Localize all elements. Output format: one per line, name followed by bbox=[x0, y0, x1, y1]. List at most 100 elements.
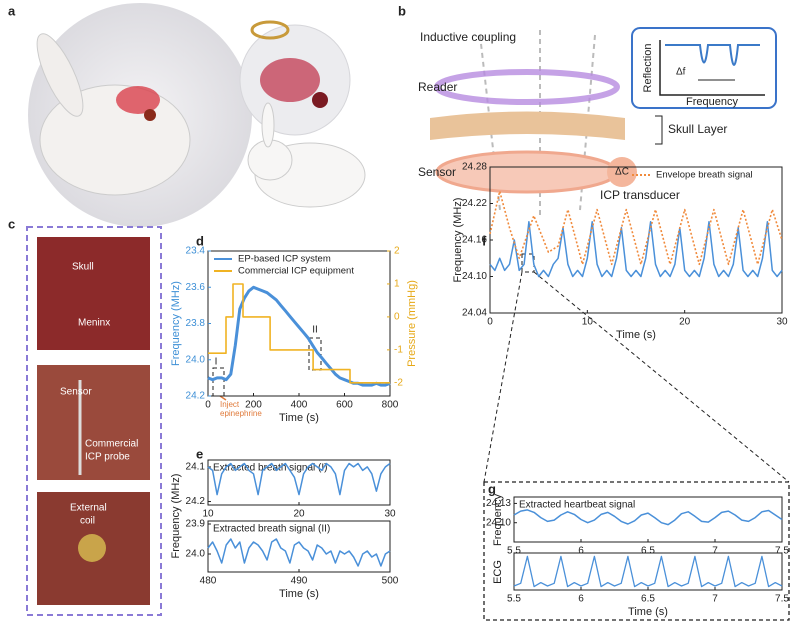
x-axis-label: Time (s) bbox=[279, 412, 319, 424]
y-tick-label: 24.13 bbox=[486, 498, 511, 509]
c-label: ICP probe bbox=[85, 452, 130, 463]
panel-label: d bbox=[196, 233, 204, 248]
x-tick-label: 30 bbox=[776, 317, 788, 328]
y-tick-label: 24.04 bbox=[462, 308, 487, 319]
series-line bbox=[513, 555, 783, 588]
y-tick-label: 24.22 bbox=[462, 198, 487, 209]
x-tick-label: 10 bbox=[582, 317, 594, 328]
c-label: Sensor bbox=[60, 387, 92, 398]
inject-label: epinephrine bbox=[220, 409, 262, 418]
c-label: Commercial bbox=[85, 439, 138, 450]
plot-title: Extracted breath signal (I) bbox=[213, 463, 328, 474]
y-tick-label: 24.16 bbox=[462, 235, 487, 246]
x-tick-label: 7.5 bbox=[775, 546, 789, 557]
c-label: Skull bbox=[72, 262, 94, 273]
y-tick-label: 23.6 bbox=[186, 282, 206, 293]
y-tick-label: 24.28 bbox=[462, 162, 487, 173]
b-label: Sensor bbox=[418, 165, 456, 179]
illustration-b bbox=[430, 27, 777, 215]
y-tick-label: 1 bbox=[394, 279, 400, 290]
x-tick-label: 490 bbox=[291, 576, 308, 587]
x-tick-label: 6.5 bbox=[641, 594, 655, 605]
panel-label: g bbox=[488, 481, 496, 496]
b-label: Δf bbox=[676, 67, 686, 78]
plot-frame bbox=[513, 552, 783, 591]
b-label: Inductive coupling bbox=[420, 30, 516, 44]
x-tick-label: 7 bbox=[712, 546, 718, 557]
annotation: II bbox=[312, 325, 318, 336]
x-tick-label: 480 bbox=[200, 576, 217, 587]
photos-c bbox=[26, 226, 162, 616]
series-line bbox=[489, 190, 783, 266]
y-tick-label: -1 bbox=[394, 345, 403, 356]
illustration-a bbox=[28, 3, 366, 227]
y-tick-label: 24.2 bbox=[186, 496, 206, 507]
x-tick-label: 20 bbox=[679, 317, 691, 328]
x-tick-label: 400 bbox=[291, 400, 308, 411]
c-label: coil bbox=[80, 516, 95, 527]
series-line bbox=[207, 538, 391, 567]
panel-label: b bbox=[398, 3, 406, 18]
series-line bbox=[207, 462, 391, 496]
b-label: Reader bbox=[418, 80, 457, 94]
annotation: I bbox=[215, 357, 218, 368]
y-tick-label: 24.1 bbox=[186, 462, 206, 473]
x-axis-label: Time (s) bbox=[628, 606, 668, 618]
x-tick-label: 10 bbox=[202, 509, 214, 520]
y-tick-label: 24.0 bbox=[186, 549, 206, 560]
x-tick-label: 500 bbox=[382, 576, 399, 587]
x-tick-label: 5.5 bbox=[507, 546, 521, 557]
inject-arrow bbox=[219, 395, 227, 401]
plot-title: Extracted heartbeat signal bbox=[519, 500, 635, 511]
c-label: Meninx bbox=[78, 318, 110, 329]
x-tick-label: 600 bbox=[336, 400, 353, 411]
x-tick-label: 0 bbox=[205, 400, 211, 411]
x-tick-label: 7 bbox=[712, 594, 718, 605]
x-tick-label: 200 bbox=[245, 400, 262, 411]
inject-label: Inject bbox=[220, 400, 240, 409]
panel-label: f bbox=[482, 233, 487, 248]
y2-axis-label: Pressure (mmHg) bbox=[406, 280, 418, 367]
b-label: Skull Layer bbox=[668, 122, 727, 136]
y-axis-label: Frequency (MHz) bbox=[170, 281, 182, 366]
c-label: External bbox=[70, 503, 107, 514]
y-tick-label: 23.8 bbox=[186, 318, 206, 329]
x-tick-label: 0 bbox=[487, 317, 493, 328]
x-tick-label: 5.5 bbox=[507, 594, 521, 605]
y-tick-label: 24.0 bbox=[186, 354, 206, 365]
b-label: ICP transducer bbox=[600, 188, 680, 202]
series-line bbox=[489, 220, 783, 278]
b-label: Frequency bbox=[686, 96, 738, 108]
y-axis-label: Frequency (MHz) bbox=[170, 474, 182, 559]
y-axis-label: Frequency bbox=[492, 494, 504, 546]
y-tick-label: 24.2 bbox=[186, 391, 206, 402]
y-axis-label: ECG bbox=[492, 560, 504, 584]
x-tick-label: 20 bbox=[293, 509, 305, 520]
panel-label: c bbox=[8, 216, 15, 231]
b-label: Reflection bbox=[642, 44, 654, 93]
y-tick-label: 24.10 bbox=[462, 271, 487, 282]
x-tick-label: 6 bbox=[578, 594, 584, 605]
y-tick-label: 23.4 bbox=[186, 246, 206, 257]
x-axis-label: Time (s) bbox=[616, 329, 656, 341]
panel-label: e bbox=[196, 446, 203, 461]
x-tick-label: 6 bbox=[578, 546, 584, 557]
panel-label: a bbox=[8, 3, 16, 18]
x-axis-label: Time (s) bbox=[279, 588, 319, 600]
x-tick-label: 30 bbox=[384, 509, 396, 520]
x-tick-label: 7.5 bbox=[775, 594, 789, 605]
legend-label: EP-based ICP system bbox=[238, 254, 331, 265]
y-axis-label: Frequency (MHz) bbox=[452, 198, 464, 283]
x-tick-label: 800 bbox=[382, 400, 399, 411]
series-line bbox=[513, 509, 783, 526]
x-tick-label: 6.5 bbox=[641, 546, 655, 557]
y-tick-label: 0 bbox=[394, 312, 400, 323]
legend-label: Commercial ICP equipment bbox=[238, 266, 354, 277]
zoom-guides bbox=[212, 253, 790, 621]
b-label: ΔC bbox=[615, 167, 629, 178]
y-tick-label: 2 bbox=[394, 246, 400, 257]
y-tick-label: 24.10 bbox=[486, 517, 511, 528]
y-tick-label: 23.9 bbox=[186, 519, 206, 530]
y-tick-label: -2 bbox=[394, 377, 403, 388]
